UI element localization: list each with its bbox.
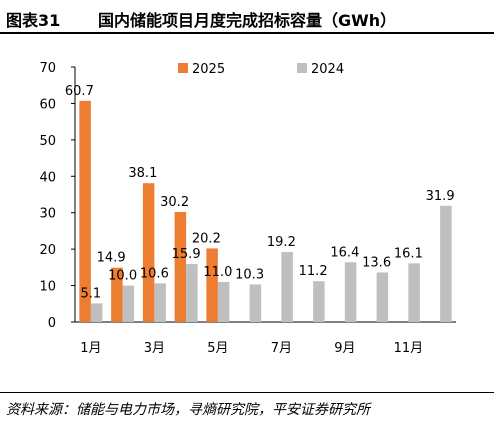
x-tick-label: 1月 (80, 341, 101, 356)
data-label-2025: 60.7 (65, 84, 94, 99)
x-tick-label: 3月 (144, 341, 165, 356)
y-tick-label: 0 (48, 316, 56, 331)
data-label-2024: 5.1 (81, 286, 102, 301)
legend-swatch-2024 (297, 63, 307, 73)
footer: 资料来源：储能与电力市场，寻熵研究院，平安证券研究所 (0, 392, 494, 426)
y-tick-label: 30 (39, 207, 56, 222)
data-label-2024: 16.4 (330, 245, 359, 260)
bar-2024-5 (217, 281, 230, 322)
x-tick-label: 5月 (207, 341, 228, 356)
bar-2024-12 (440, 205, 452, 322)
data-label-2024: 10.0 (108, 269, 137, 284)
bar-2025-2 (111, 267, 123, 322)
source-note: 资料来源：储能与电力市场，寻熵研究院，平安证券研究所 (6, 402, 370, 418)
figure-title: 国内储能项目月度完成招标容量（GWh） (98, 11, 397, 30)
data-label-2025: 14.9 (97, 251, 126, 266)
data-label-2024: 16.1 (394, 246, 423, 261)
legend-label-2025: 2025 (192, 62, 225, 77)
data-label-2024: 11.2 (299, 264, 328, 279)
bar-2024-8 (313, 281, 325, 322)
bar-2024-11 (408, 263, 420, 322)
y-tick-label: 70 (39, 61, 56, 76)
x-tick-label: 7月 (271, 341, 292, 356)
data-label-2024: 11.0 (203, 265, 232, 280)
data-label-2025: 30.2 (160, 195, 189, 210)
bar-2025-4 (174, 211, 187, 322)
x-tick-label: 9月 (334, 341, 355, 356)
y-tick-label: 50 (39, 134, 56, 149)
legend-swatch-2025 (178, 63, 188, 73)
bar-2024-4 (186, 264, 198, 322)
y-tick-label: 40 (39, 170, 56, 185)
bar-2024-6 (249, 284, 262, 322)
y-tick-label: 20 (39, 243, 56, 258)
legend-label-2024: 2024 (311, 62, 344, 77)
data-label-2024: 31.9 (426, 189, 455, 204)
y-tick-label: 60 (39, 97, 56, 112)
data-label-2024: 19.2 (267, 235, 296, 250)
bar-chart: 0 10 20 30 40 50 60 70 60.7 14.9 38.130.2 20.2 5.1 10… (39, 61, 456, 356)
bar-2025-1 (79, 100, 91, 322)
data-label-2025: 38.1 (128, 166, 157, 181)
bar-2024-7 (281, 252, 293, 322)
x-tick-label: 11月 (394, 341, 424, 356)
data-label-2024: 15.9 (172, 247, 201, 262)
bar-2025-3 (142, 183, 155, 322)
data-label-2025: 20.2 (192, 231, 221, 246)
data-label-2024: 13.6 (362, 255, 391, 270)
figure-header: 图表31 国内储能项目月度完成招标容量（GWh） (0, 0, 494, 34)
data-label-2024: 10.3 (235, 267, 264, 282)
bar-2024-9 (344, 262, 357, 322)
figure-number: 图表31 (6, 11, 61, 30)
bar-2024-3 (154, 283, 166, 322)
bar-2024-1 (90, 303, 103, 322)
bar-2024-2 (122, 285, 135, 322)
data-label-2024: 10.6 (140, 266, 169, 281)
bar-2025-5 (206, 248, 218, 322)
bar-2024-10 (376, 272, 389, 322)
y-tick-label: 10 (39, 280, 56, 295)
